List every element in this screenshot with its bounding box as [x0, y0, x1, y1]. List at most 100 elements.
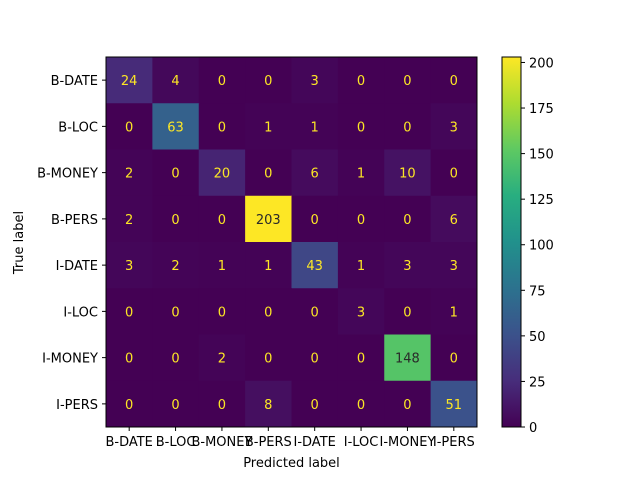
heatmap-cell [291, 103, 339, 150]
cell-value-label: 0 [357, 120, 365, 135]
heatmap-cell [384, 57, 432, 104]
cell-value-label: 0 [171, 167, 179, 182]
x-tick-label: B-MONEY [191, 435, 252, 450]
cell-value-label: 0 [125, 398, 133, 413]
cell-value-label: 0 [171, 305, 179, 320]
cell-value-label: 0 [264, 305, 272, 320]
heatmap-cell [291, 380, 339, 428]
cell-value-label: 51 [446, 398, 463, 413]
heatmap-cell [198, 103, 246, 150]
cell-value-label: 2 [125, 213, 133, 228]
cell-value-label: 0 [125, 305, 133, 320]
heatmap-cell [337, 103, 385, 150]
cell-value-label: 0 [218, 213, 226, 228]
cell-value-label: 1 [218, 259, 226, 274]
colorbar-tick-label: 0 [529, 421, 537, 436]
cell-value-label: 43 [306, 259, 323, 274]
cell-value-label: 20 [214, 167, 231, 182]
heatmap-cell [245, 242, 292, 289]
cell-value-label: 2 [125, 167, 133, 182]
heatmap-cell [291, 288, 339, 335]
heatmap-cell [291, 195, 339, 243]
colorbar-gradient [501, 56, 522, 428]
heatmap-cell [152, 380, 200, 428]
cell-value-label: 6 [311, 167, 319, 182]
heatmap-cell [152, 334, 200, 382]
heatmap-cell [337, 380, 385, 428]
heatmap-cell [152, 195, 200, 243]
heatmap-cell [337, 242, 385, 289]
cell-value-label: 203 [256, 213, 281, 228]
heatmap-cells [106, 57, 478, 428]
heatmap-cell [198, 380, 246, 428]
cell-value-label: 3 [357, 305, 365, 320]
heatmap-cell [106, 195, 153, 243]
colorbar-ticks: 0 25 50 75 100 125 150 175 200 [521, 56, 554, 436]
cell-value-label: 0 [357, 213, 365, 228]
cell-value-label: 0 [403, 213, 411, 228]
colorbar-tick-label: 75 [529, 284, 546, 299]
cell-value-label: 0 [403, 120, 411, 135]
cell-value-label: 0 [311, 213, 319, 228]
cell-value-label: 0 [450, 74, 458, 89]
heatmap-cell [245, 149, 292, 197]
cell-value-label: 6 [450, 213, 458, 228]
heatmap-cell [152, 242, 200, 289]
heatmap-cell [384, 195, 432, 243]
heatmap-cell [106, 103, 153, 150]
heatmap-cell [337, 334, 385, 382]
heatmap-cell [430, 57, 478, 104]
colorbar-tick-label: 200 [529, 56, 554, 71]
heatmap-cell [430, 334, 478, 382]
heatmap-cell [106, 242, 153, 289]
cell-value-label: 0 [311, 352, 319, 367]
cell-value-label: 1 [264, 259, 272, 274]
cell-value-label: 0 [171, 352, 179, 367]
colorbar-tick-label: 150 [529, 148, 554, 163]
heatmap-cell [245, 334, 292, 382]
heatmap-cell [245, 57, 292, 104]
cell-value-label: 0 [171, 213, 179, 228]
cell-value-label: 0 [403, 74, 411, 89]
cell-value-label: 3 [311, 74, 319, 89]
x-tick-label: I-DATE [294, 435, 336, 450]
cell-value-label: 0 [264, 74, 272, 89]
y-tick-label: I-MONEY [42, 352, 98, 367]
cell-labels: 24 4 0 0 3 0 0 00 63 0 1 1 0 0 32 0 20 0 6 1 10 02 0 0 203 0 0 0 63 2… [121, 74, 462, 413]
heatmap-cell [152, 103, 200, 150]
colorbar-tick-label: 175 [529, 102, 554, 117]
heatmap-cell [337, 288, 385, 335]
heatmap-cell [337, 149, 385, 197]
y-axis-ticks: B-DATE B-LOC B-MONEY B-PERS I-DATE I-LOC I-MON… [37, 74, 106, 413]
heatmap-cell [337, 195, 385, 243]
heatmap-cell [291, 334, 339, 382]
cell-value-label: 0 [125, 120, 133, 135]
cell-value-label: 3 [450, 259, 458, 274]
cell-value-label: 1 [264, 120, 272, 135]
cell-value-label: 1 [357, 259, 365, 274]
cell-value-label: 0 [357, 352, 365, 367]
heatmap-cell [430, 380, 478, 428]
cell-value-label: 1 [450, 305, 458, 320]
heatmap-cell [430, 195, 478, 243]
cell-value-label: 0 [311, 305, 319, 320]
cell-value-label: 2 [218, 352, 226, 367]
cell-value-label: 4 [171, 74, 179, 89]
heatmap-cell [106, 334, 153, 382]
heatmap-cell [245, 380, 292, 428]
colorbar-tick-label: 25 [529, 375, 546, 390]
heatmap-cell [430, 242, 478, 289]
cell-value-label: 148 [395, 352, 420, 367]
y-axis-label: True label [12, 211, 27, 275]
heatmap-cell [106, 288, 153, 335]
heatmap-cell [198, 195, 246, 243]
heatmap-cell [291, 242, 339, 289]
heatmap-cell [384, 380, 432, 428]
heatmap-cell [245, 195, 292, 243]
x-tick-label: I-MONEY [380, 435, 436, 450]
cell-value-label: 63 [167, 120, 184, 135]
cell-value-label: 0 [218, 398, 226, 413]
cell-value-label: 0 [311, 398, 319, 413]
cell-value-label: 0 [264, 352, 272, 367]
cell-value-label: 0 [450, 352, 458, 367]
